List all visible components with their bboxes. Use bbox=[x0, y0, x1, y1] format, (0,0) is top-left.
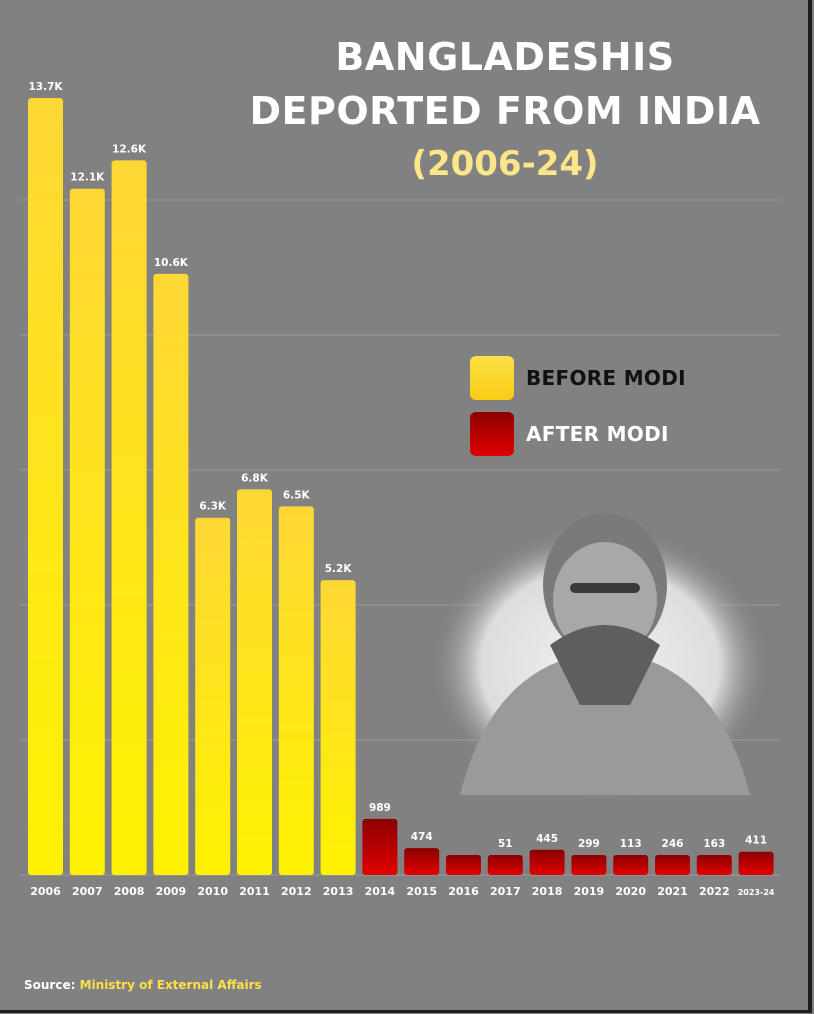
legend-before: BEFORE MODI bbox=[470, 356, 686, 400]
data-label-2011: 6.8K bbox=[241, 472, 269, 484]
data-label-2015: 474 bbox=[411, 831, 433, 843]
bar-2010 bbox=[195, 517, 231, 875]
bar-2015 bbox=[404, 848, 440, 875]
bar-2006 bbox=[28, 98, 63, 875]
x-tick-2018: 2018 bbox=[532, 885, 563, 898]
x-tick-2021: 2021 bbox=[657, 885, 688, 898]
x-tick-2008: 2008 bbox=[114, 885, 145, 898]
data-label-2022: 163 bbox=[703, 838, 725, 850]
legend-after-label: AFTER MODI bbox=[526, 422, 669, 446]
x-tick-2006: 2006 bbox=[30, 885, 61, 898]
bar-2009 bbox=[153, 273, 189, 875]
bar-2012 bbox=[278, 506, 314, 875]
data-label-2013: 5.2K bbox=[325, 563, 353, 575]
data-label-2007: 12.1K bbox=[70, 172, 105, 184]
chart-title-line2: DEPORTED FROM INDIA bbox=[249, 89, 761, 133]
x-tick-2022: 2022 bbox=[699, 885, 730, 898]
data-label-2008: 12.6K bbox=[112, 143, 147, 155]
data-label-2017: 51 bbox=[498, 838, 513, 850]
source-label: Source: bbox=[24, 978, 76, 992]
data-label-2023-24: 411 bbox=[745, 835, 767, 847]
legend-after-swatch bbox=[470, 412, 514, 456]
data-label-2009: 10.6K bbox=[154, 257, 189, 269]
data-label-2014: 989 bbox=[369, 802, 391, 814]
bar-2008 bbox=[111, 160, 147, 876]
legend-after: AFTER MODI bbox=[470, 412, 669, 456]
data-label-2006: 13.7K bbox=[28, 81, 63, 93]
chart-title-line1: BANGLADESHIS bbox=[335, 35, 675, 79]
x-tick-2014: 2014 bbox=[365, 885, 396, 898]
data-label-2020: 113 bbox=[620, 838, 642, 850]
bar-2021 bbox=[655, 855, 690, 875]
bar-2016 bbox=[446, 855, 481, 875]
bar-2017 bbox=[487, 855, 523, 875]
x-tick-2010: 2010 bbox=[197, 885, 228, 898]
bar-2013 bbox=[320, 580, 356, 875]
x-tick-2009: 2009 bbox=[156, 885, 187, 898]
bar-2018 bbox=[529, 849, 565, 875]
legend-before-swatch bbox=[470, 356, 514, 400]
x-tick-2011: 2011 bbox=[239, 885, 270, 898]
portrait-photo bbox=[430, 513, 770, 800]
bar-2023-24 bbox=[738, 851, 774, 875]
bar-2020 bbox=[613, 855, 649, 875]
x-tick-2020: 2020 bbox=[615, 885, 646, 898]
x-tick-2016: 2016 bbox=[448, 885, 479, 898]
data-label-2018: 445 bbox=[536, 833, 558, 845]
source-value: Ministry of External Affairs bbox=[79, 978, 262, 992]
bar-2007 bbox=[69, 188, 105, 876]
data-label-2012: 6.5K bbox=[283, 489, 311, 501]
x-tick-2012: 2012 bbox=[281, 885, 312, 898]
x-tick-2017: 2017 bbox=[490, 885, 521, 898]
source-note: Source: Ministry of External Affairs bbox=[24, 978, 262, 992]
bar-2011 bbox=[237, 489, 272, 875]
bar-2019 bbox=[571, 855, 607, 875]
x-tick-2007: 2007 bbox=[72, 885, 103, 898]
x-tick-2019: 2019 bbox=[574, 885, 605, 898]
x-tick-2015: 2015 bbox=[406, 885, 437, 898]
bar-2014 bbox=[362, 818, 398, 875]
data-label-2021: 246 bbox=[662, 838, 684, 850]
bar-2022 bbox=[696, 855, 732, 875]
x-tick-2013: 2013 bbox=[323, 885, 354, 898]
data-label-2010: 6.3K bbox=[199, 501, 227, 513]
chart-subtitle: (2006-24) bbox=[411, 144, 599, 184]
data-label-2019: 299 bbox=[578, 838, 600, 850]
legend-before-label: BEFORE MODI bbox=[526, 366, 686, 390]
x-tick-2023-24: 2023-24 bbox=[738, 888, 775, 897]
